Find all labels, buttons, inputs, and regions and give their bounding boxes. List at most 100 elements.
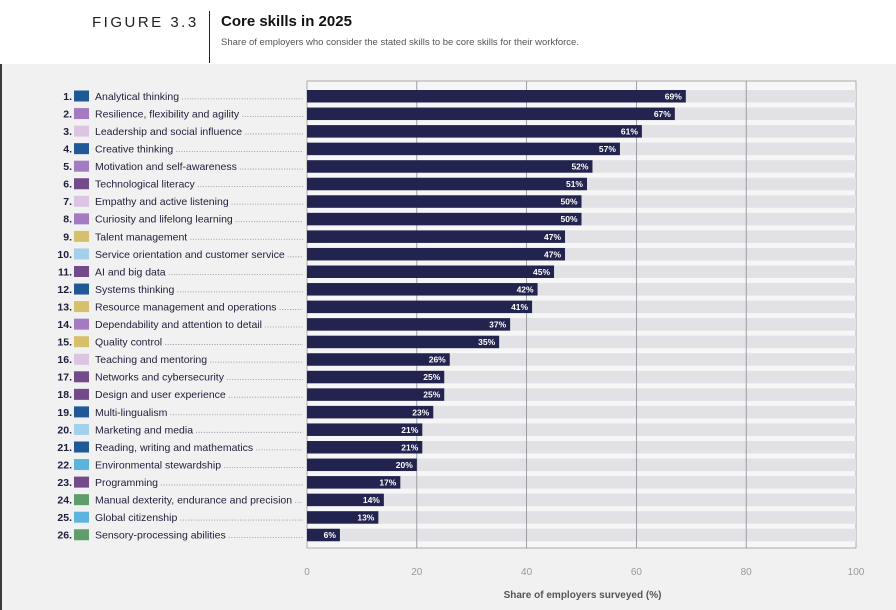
- data-label: 35%: [478, 337, 495, 347]
- category-rank: 26.: [57, 530, 72, 542]
- data-label: 6%: [324, 530, 337, 540]
- category-label: Networks and cybersecurity: [95, 372, 225, 384]
- skill-category-swatch: [74, 511, 89, 523]
- chart-title: Core skills in 2025: [221, 13, 352, 30]
- category-label: Leadership and social influence: [95, 126, 242, 138]
- data-bar: [307, 107, 675, 121]
- category-label: Marketing and media: [95, 424, 193, 436]
- data-bar: [307, 212, 582, 226]
- category-label: Environmental stewardship: [95, 459, 221, 471]
- x-tick-label: 40: [521, 567, 533, 578]
- data-bar: [307, 388, 445, 401]
- skill-category-swatch: [74, 160, 89, 172]
- category-rank: 5.: [63, 161, 72, 173]
- skill-category-swatch: [74, 459, 89, 471]
- category-label: Curiosity and lifelong learning: [95, 214, 233, 226]
- data-bar: [307, 370, 445, 384]
- skill-category-swatch: [74, 178, 89, 190]
- data-bar: [307, 511, 379, 524]
- category-label: Reading, writing and mathematics: [95, 442, 253, 454]
- skill-category-swatch: [74, 318, 89, 330]
- data-label: 37%: [489, 320, 506, 330]
- category-rank: 22.: [57, 459, 72, 471]
- chart-panel: 1. Analytical thinking 69% 2. Resilience, fl…: [2, 64, 896, 610]
- data-label: 69%: [665, 91, 682, 101]
- data-label: 23%: [412, 407, 429, 417]
- category-rank: 11.: [58, 266, 72, 278]
- skill-category-swatch: [74, 388, 89, 400]
- data-bar: [307, 476, 401, 489]
- category-label: Empathy and active listening: [95, 196, 229, 208]
- category-label: Motivation and self-awareness: [95, 161, 237, 173]
- data-bar: [307, 125, 642, 138]
- category-rank: 25.: [57, 512, 72, 524]
- data-bar: [307, 405, 434, 419]
- skill-category-swatch: [74, 248, 89, 260]
- category-rank: 9.: [63, 231, 72, 243]
- category-rank: 10.: [57, 249, 72, 261]
- bar-track: [307, 458, 856, 472]
- data-bar: [307, 195, 582, 208]
- data-label: 13%: [357, 513, 374, 523]
- data-label: 61%: [621, 126, 638, 136]
- skill-category-swatch: [74, 266, 89, 277]
- category-rank: 8.: [63, 214, 72, 226]
- data-bar: [307, 90, 686, 103]
- skill-category-swatch: [74, 423, 89, 435]
- category-label: Teaching and mentoring: [95, 354, 207, 366]
- skill-category-swatch: [74, 529, 89, 541]
- data-bar: [307, 423, 423, 436]
- skill-category-swatch: [74, 406, 89, 418]
- data-bar: [307, 335, 500, 349]
- skill-category-swatch: [74, 125, 89, 137]
- category-label: Quality control: [95, 337, 162, 349]
- category-rank: 14.: [57, 319, 72, 331]
- category-label: Dependability and attention to detail: [95, 319, 262, 331]
- category-label: Sensory-processing abilities: [95, 530, 226, 542]
- data-label: 25%: [423, 390, 440, 400]
- data-bar: [307, 318, 511, 331]
- x-tick-label: 100: [848, 567, 865, 578]
- category-rank: 15.: [57, 337, 72, 349]
- data-bar: [307, 528, 340, 542]
- bar-track: [307, 511, 856, 524]
- data-label: 21%: [401, 425, 418, 435]
- skill-category-swatch: [74, 90, 89, 102]
- bar-track: [307, 423, 856, 436]
- skill-category-swatch: [74, 301, 89, 313]
- category-rank: 21.: [57, 442, 72, 454]
- skill-category-swatch: [74, 371, 89, 383]
- x-tick-label: 20: [411, 567, 423, 578]
- data-label: 50%: [560, 214, 577, 224]
- data-label: 52%: [571, 162, 588, 172]
- x-tick-label: 80: [741, 567, 753, 578]
- data-label: 21%: [401, 442, 418, 452]
- data-label: 47%: [544, 232, 561, 242]
- bar-track: [307, 405, 856, 419]
- category-rank: 6.: [63, 179, 72, 191]
- category-rank: 1.: [63, 91, 72, 103]
- data-label: 41%: [511, 302, 528, 312]
- category-label: Resource management and operations: [95, 301, 277, 313]
- bar-track: [307, 493, 856, 507]
- data-label: 47%: [544, 249, 561, 259]
- data-label: 20%: [396, 460, 413, 470]
- category-rank: 12.: [57, 284, 72, 296]
- skill-category-swatch: [74, 476, 89, 488]
- data-bar: [307, 230, 566, 243]
- data-bar: [307, 142, 620, 156]
- category-rank: 7.: [63, 196, 72, 208]
- skill-category-swatch: [74, 441, 89, 453]
- data-label: 14%: [363, 495, 380, 505]
- data-label: 51%: [566, 179, 583, 189]
- category-label: Multi-lingualism: [95, 407, 168, 419]
- header-divider: [209, 11, 210, 63]
- category-label: Service orientation and customer service: [95, 249, 285, 261]
- category-label: Talent management: [95, 231, 187, 243]
- data-bar: [307, 353, 450, 366]
- data-bar: [307, 441, 423, 454]
- category-label: Creative thinking: [95, 144, 173, 156]
- category-label: Systems thinking: [95, 284, 175, 296]
- skill-category-swatch: [74, 353, 89, 365]
- category-label: Technological literacy: [95, 179, 196, 191]
